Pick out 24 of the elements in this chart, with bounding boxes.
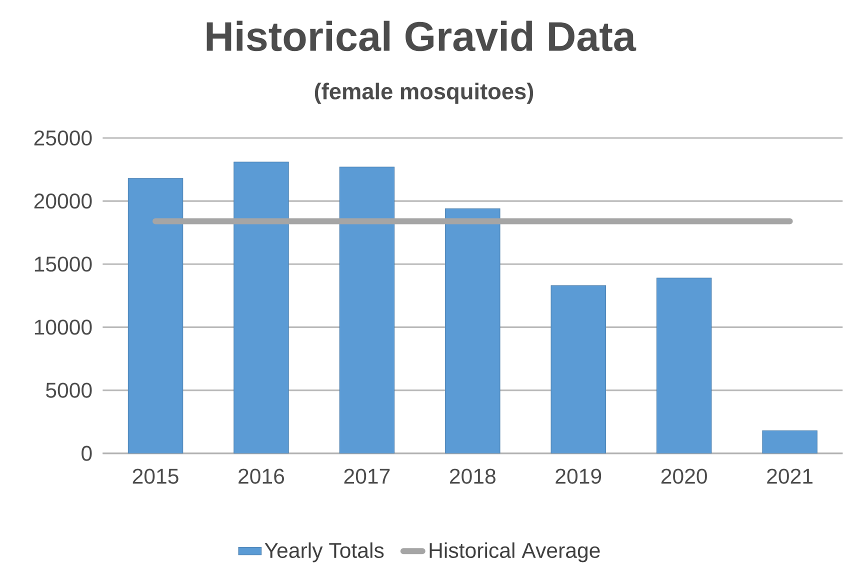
y-tick-label: 15000 [34, 256, 92, 272]
bar [445, 208, 500, 454]
bar [656, 278, 712, 454]
x-tick-label: 2017 [344, 468, 390, 484]
y-tick-label: 25000 [34, 130, 92, 146]
bar [339, 166, 395, 454]
legend-label: Yearly Totals [264, 542, 384, 562]
bar [128, 178, 184, 454]
legend-label: Historical Average [430, 542, 600, 562]
y-tick-label: 5000 [46, 382, 92, 398]
x-tick-label: 2021 [767, 468, 812, 484]
chart-subtitle: (female mosquitoes) [314, 82, 534, 104]
y-tick-label: 0 [82, 446, 92, 461]
bar [234, 162, 289, 454]
x-tick-label: 2016 [238, 468, 284, 484]
bar [550, 285, 606, 454]
chart-title: Historical Gravid Data [206, 20, 636, 52]
bar [762, 430, 818, 454]
x-tick-label: 2018 [450, 468, 496, 484]
y-tick-label: 10000 [34, 320, 92, 335]
y-tick-label: 20000 [34, 194, 92, 209]
x-tick-label: 2019 [556, 468, 602, 484]
x-tick-label: 2015 [132, 468, 178, 484]
x-tick-label: 2020 [661, 468, 707, 484]
